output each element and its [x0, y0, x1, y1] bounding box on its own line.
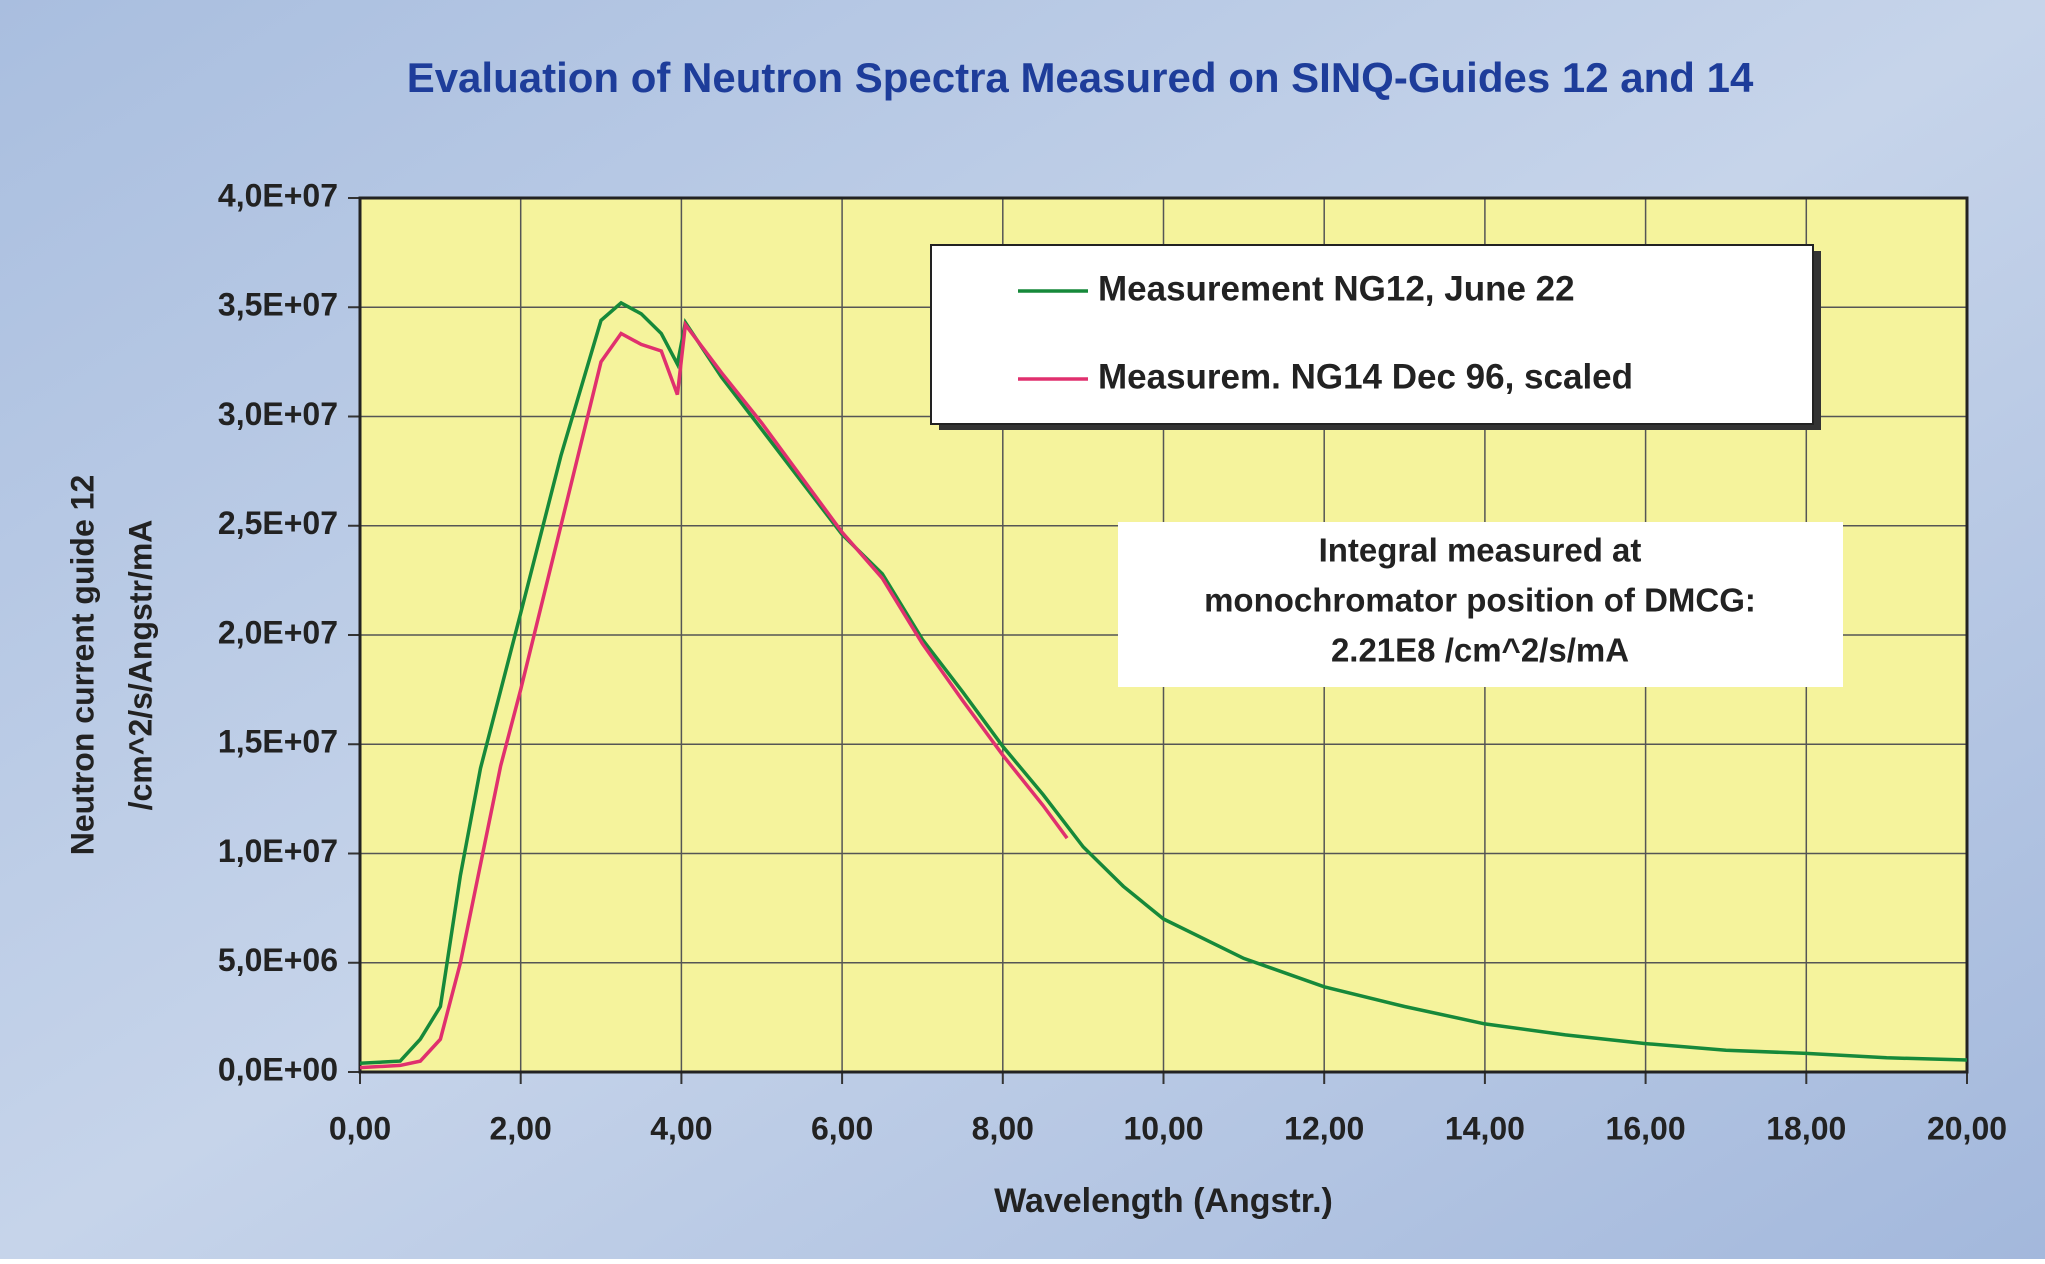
plot-border: [358, 196, 1969, 1074]
y-tick-label: 0,0E+00: [218, 1051, 338, 1087]
x-tick-label: 10,00: [1123, 1110, 1203, 1146]
y-axis-label: Neutron current guide 12: [64, 475, 100, 856]
y-axis-label: /cm^2/s/Angstr/mA: [122, 520, 158, 811]
chart-title: Evaluation of Neutron Spectra Measured o…: [407, 54, 1754, 101]
legend: [930, 244, 1814, 425]
x-tick-label: 6,00: [811, 1110, 873, 1146]
y-tick-label: 4,0E+07: [218, 177, 338, 213]
x-tick-label: 4,00: [650, 1110, 712, 1146]
annotation: monochromator position of DMCG:: [1204, 582, 1756, 619]
y-tick-label: 3,5E+07: [218, 287, 338, 323]
y-tick-label: 3,0E+07: [218, 396, 338, 432]
x-tick-label: 2,00: [490, 1110, 552, 1146]
x-tick-label: 14,00: [1445, 1110, 1525, 1146]
annotation: 2.21E8 /cm^2/s/mA: [1331, 632, 1629, 669]
data-line: [359, 320, 1069, 1070]
y-tick-label: 2,0E+07: [218, 614, 338, 650]
x-tick-label: 18,00: [1766, 1110, 1846, 1146]
legend-label: Measurem. NG14 Dec 96, scaled: [1098, 357, 1633, 396]
annotation-box: [1118, 522, 1843, 687]
legend-label: Measurement NG12, June 22: [1098, 269, 1575, 308]
x-tick-label: 16,00: [1606, 1110, 1686, 1146]
annotation: Integral measured at: [1319, 532, 1642, 569]
x-tick-label: 8,00: [972, 1110, 1034, 1146]
x-tick-label: 0,00: [329, 1110, 391, 1146]
y-tick-label: 2,5E+07: [218, 505, 338, 541]
y-tick-label: 5,0E+06: [218, 942, 338, 978]
x-axis-label: Wavelength (Angstr.): [994, 1182, 1333, 1220]
x-tick-label: 20,00: [1927, 1110, 2007, 1146]
y-tick-label: 1,5E+07: [218, 724, 338, 760]
x-tick-label: 12,00: [1284, 1110, 1364, 1146]
y-tick-label: 1,0E+07: [218, 833, 338, 869]
